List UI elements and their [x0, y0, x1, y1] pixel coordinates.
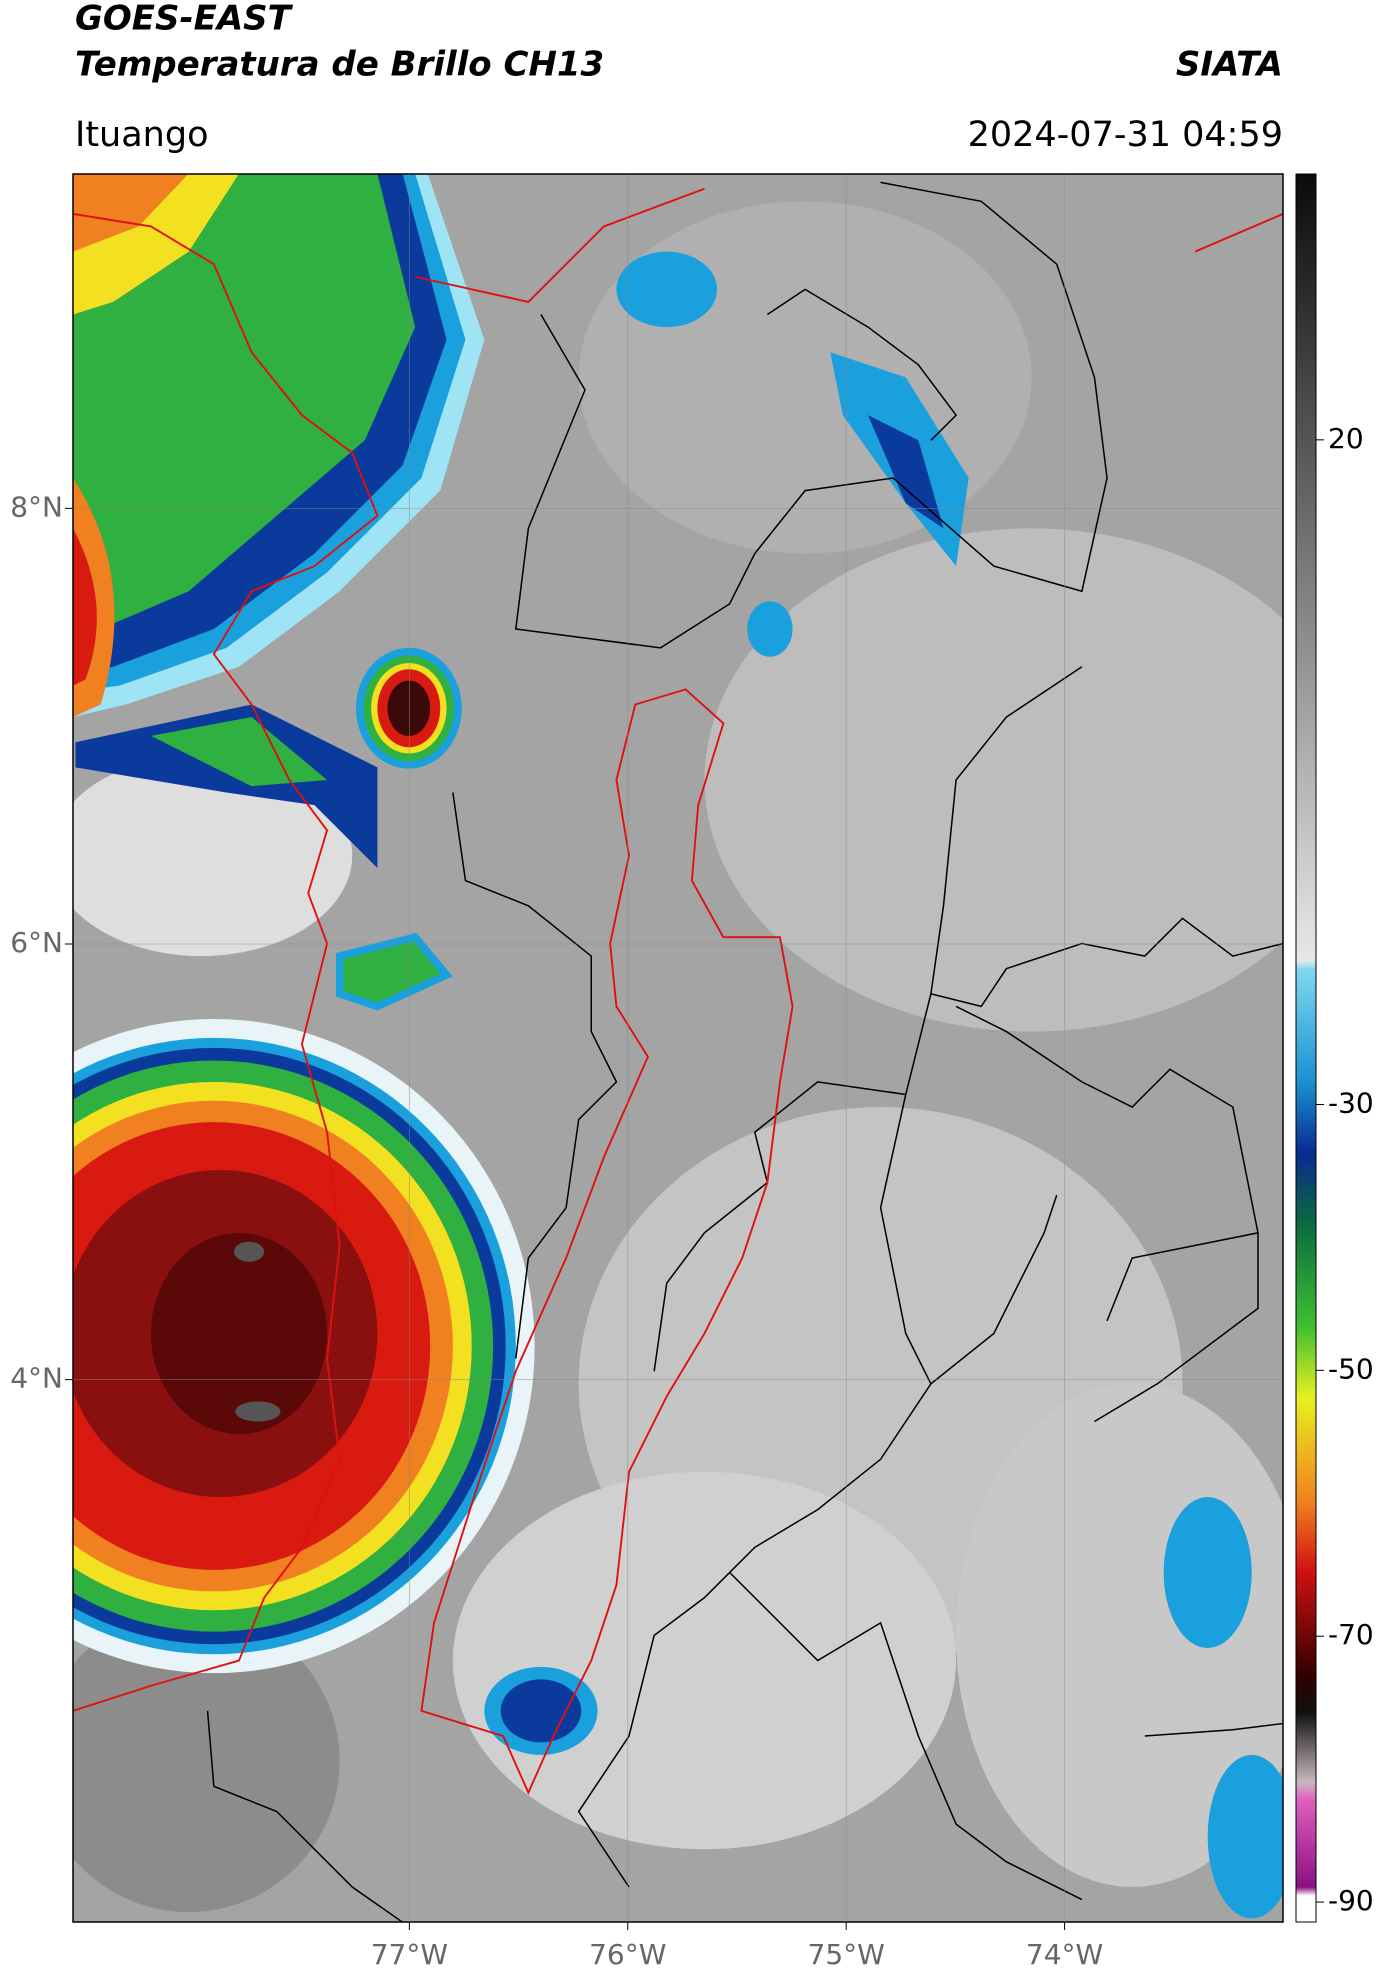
x-tick-label: 74°W: [1026, 1938, 1103, 1971]
datetime: 2024-07-31 04:59: [968, 115, 1283, 155]
location: Ituango: [75, 115, 209, 155]
colorbar-tick-label: -90: [1328, 1884, 1374, 1917]
source: SIATA: [1176, 45, 1283, 85]
map-frame: [72, 173, 1284, 1923]
x-tick-label: 75°W: [808, 1938, 885, 1971]
x-tick-label: 76°W: [589, 1938, 666, 1971]
colorbar-tick-label: 20: [1328, 422, 1364, 455]
satellite-image: [73, 174, 1283, 1922]
colorbar-tick-label: -50: [1328, 1352, 1374, 1385]
x-tick-label: 77°W: [371, 1938, 448, 1971]
title-line2: Temperatura de Brillo CH13: [75, 45, 604, 85]
y-tick-label: 8°N: [10, 490, 63, 523]
y-tick-label: 6°N: [10, 926, 63, 959]
title-line1: GOES-EAST: [75, 0, 294, 39]
colorbar-tick-label: -30: [1328, 1086, 1374, 1119]
colorbar: [1295, 173, 1317, 1923]
y-tick-label: 4°N: [10, 1362, 63, 1395]
colorbar-tick-label: -70: [1328, 1618, 1374, 1651]
